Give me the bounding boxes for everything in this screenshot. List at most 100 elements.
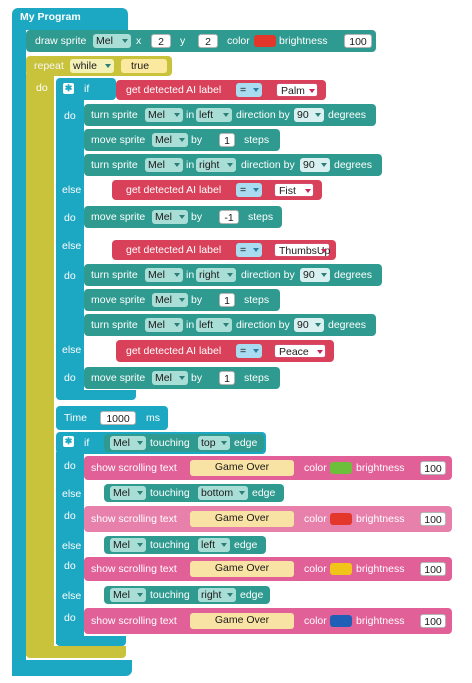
get-ai-label-text: get detected AI label (126, 84, 222, 96)
direction-by-label: direction by (241, 269, 295, 281)
repeat-body-bar (26, 74, 54, 656)
steps-input[interactable]: 1 (219, 293, 235, 307)
ai-label-compare-fist[interactable] (112, 180, 322, 200)
edge-label: edge (234, 437, 258, 449)
scroll-text-input[interactable]: Game Over (190, 511, 294, 527)
color-swatch-blue[interactable] (330, 615, 352, 627)
brightness-input[interactable]: 100 (420, 461, 446, 475)
touching-sprite-dropdown[interactable]: Mel (110, 588, 146, 602)
compare-value-thumbsup[interactable]: ThumbsUp (274, 243, 330, 257)
else-if-label-4: else if (62, 488, 90, 500)
direction-by-label: direction by (236, 109, 290, 121)
touching-sprite-dropdown[interactable]: Mel (110, 486, 146, 500)
brightness-input[interactable]: 100 (420, 512, 446, 526)
if2-gear-icon[interactable]: ✱ (63, 436, 74, 447)
in-label: in (186, 269, 195, 281)
sprite-dropdown[interactable]: Mel (93, 34, 131, 48)
do-label-8: do (64, 612, 76, 624)
scroll-text-input[interactable]: Game Over (190, 460, 294, 476)
degrees-dropdown[interactable]: 90 (294, 108, 324, 122)
if-block-1-footer (56, 390, 136, 400)
move-sprite-dropdown[interactable]: Mel (152, 293, 188, 307)
edge-label: edge (240, 589, 264, 601)
edge-label: edge (252, 487, 276, 499)
color-swatch-red[interactable] (330, 513, 352, 525)
degrees-dropdown[interactable]: 90 (300, 158, 330, 172)
eq-operator[interactable]: = (236, 83, 262, 97)
color-swatch-yellow[interactable] (330, 563, 352, 575)
else-if-label-1: else if (62, 184, 90, 196)
ai-label-compare-palm[interactable] (116, 80, 326, 100)
turn-sprite-dropdown[interactable]: Mel (145, 268, 183, 282)
brightness-label: brightness (356, 513, 405, 525)
brightness-label: brightness (356, 563, 405, 575)
repeat-mode-dropdown[interactable]: while (70, 59, 114, 73)
steps-input[interactable]: -1 (219, 210, 239, 224)
direction-dropdown[interactable]: left (196, 108, 232, 122)
steps-label: steps (244, 294, 270, 306)
brightness-input[interactable]: 100 (420, 614, 446, 628)
else-if-label-6: else if (62, 590, 90, 602)
edge-dropdown[interactable]: bottom (198, 486, 248, 500)
program-block[interactable] (12, 8, 128, 30)
edge-dropdown[interactable]: left (198, 538, 230, 552)
color-label: color (227, 35, 250, 47)
degrees-dropdown[interactable]: 90 (294, 318, 324, 332)
direction-dropdown[interactable]: left (196, 318, 232, 332)
eq-operator[interactable]: = (236, 183, 262, 197)
repeat-do-label: do (36, 82, 48, 94)
turn-sprite-label: turn sprite (91, 269, 138, 281)
move-sprite-label: move sprite (91, 372, 146, 384)
by-label: by (191, 294, 203, 306)
eq-operator[interactable]: = (236, 243, 262, 257)
direction-by-label: direction by (236, 319, 290, 331)
do-label-6: do (64, 510, 76, 522)
direction-dropdown[interactable]: right (196, 268, 236, 282)
do-label-4: do (64, 372, 76, 384)
touching-sprite-dropdown[interactable]: Mel (110, 436, 146, 450)
steps-input[interactable]: 1 (219, 371, 235, 385)
compare-value-peace[interactable]: Peace (274, 344, 326, 358)
repeat-label: repeat (34, 60, 64, 72)
touching-sprite-dropdown[interactable]: Mel (110, 538, 146, 552)
move-sprite-dropdown[interactable]: Mel (152, 210, 188, 224)
do-label-1: do (64, 110, 76, 122)
degrees-label: degrees (328, 109, 366, 121)
brightness-input[interactable]: 100 (344, 34, 372, 48)
if-gear-icon[interactable]: ✱ (63, 83, 74, 94)
degrees-label: degrees (334, 159, 372, 171)
ms-label: ms (146, 412, 160, 424)
touching-label: touching (150, 589, 190, 601)
compare-value-fist[interactable]: Fist (274, 183, 314, 197)
color-swatch-green[interactable] (330, 462, 352, 474)
y-input[interactable]: 2 (198, 34, 218, 48)
y-label: y (180, 35, 186, 47)
get-ai-label-text: get detected AI label (126, 244, 222, 256)
brightness-label: brightness (356, 615, 405, 627)
move-sprite-dropdown[interactable]: Mel (152, 371, 188, 385)
repeat-condition[interactable]: true (121, 59, 167, 73)
brightness-input[interactable]: 100 (420, 562, 446, 576)
steps-input[interactable]: 1 (219, 133, 235, 147)
compare-value-palm[interactable]: Palm (276, 83, 318, 97)
turn-sprite-dropdown[interactable]: Mel (145, 318, 183, 332)
turn-sprite-dropdown[interactable]: Mel (145, 108, 183, 122)
color-swatch[interactable] (254, 35, 276, 47)
turn-sprite-dropdown[interactable]: Mel (145, 158, 183, 172)
x-input[interactable]: 2 (151, 34, 171, 48)
direction-dropdown[interactable]: right (196, 158, 236, 172)
eq-operator[interactable]: = (236, 344, 262, 358)
show-scrolling-label: show scrolling text (91, 615, 177, 627)
edge-dropdown[interactable]: top (198, 436, 230, 450)
move-sprite-dropdown[interactable]: Mel (152, 133, 188, 147)
time-input[interactable]: 1000 (100, 411, 136, 425)
edge-dropdown[interactable]: right (198, 588, 236, 602)
scroll-text-input[interactable]: Game Over (190, 613, 294, 629)
if-label: if (84, 83, 90, 95)
steps-label: steps (244, 372, 270, 384)
show-scrolling-label: show scrolling text (91, 563, 177, 575)
degrees-dropdown[interactable]: 90 (300, 268, 330, 282)
in-label: in (186, 159, 195, 171)
scroll-text-input[interactable]: Game Over (190, 561, 294, 577)
get-ai-label-text: get detected AI label (126, 184, 222, 196)
